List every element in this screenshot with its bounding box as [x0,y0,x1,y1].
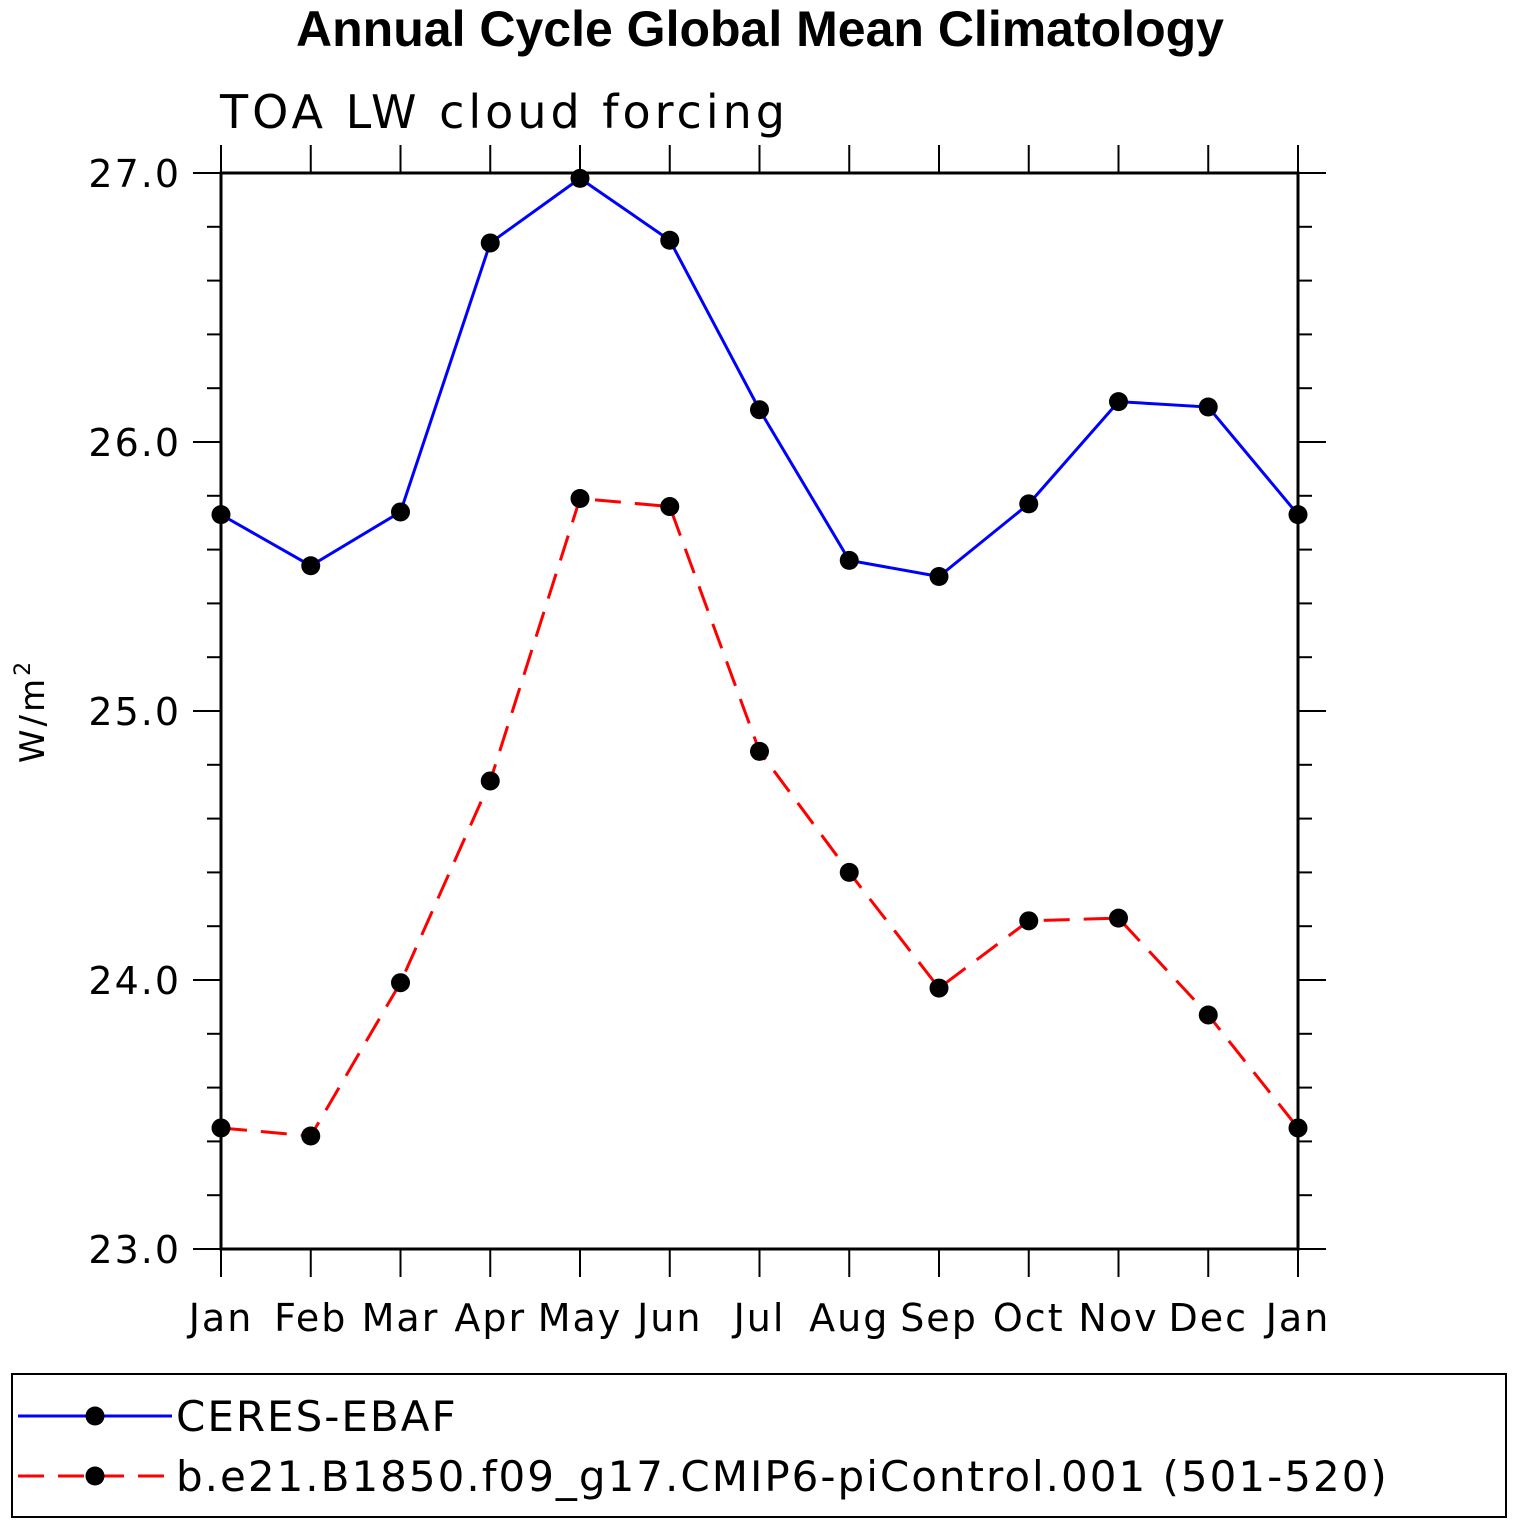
series-2-point [301,1126,321,1146]
legend-marker-2 [85,1466,105,1486]
series-1-point [480,233,500,253]
x-tick-label: Aug [809,1296,889,1340]
legend-label-1: CERES-EBAF [176,1392,458,1441]
series-2-point [660,497,680,517]
series-2-point [839,862,859,882]
series-line-2 [220,496,1300,1138]
chart-subtitle: TOA LW cloud forcing [219,85,789,139]
series-1-point [1109,392,1128,412]
series-2-point [570,488,590,508]
chart-title: Annual Cycle Global Mean Climatology [296,1,1224,57]
x-tick-label: Apr [454,1296,526,1340]
series-2-point [1288,1118,1308,1138]
x-tick-label: Jan [1264,1296,1331,1340]
series-1-point [1198,397,1218,417]
series-1-point [211,505,231,525]
y-tick-label: 27.0 [88,152,181,196]
y-axis-label-superscript: 2 [11,659,36,676]
x-tick-label: Jan [187,1296,254,1340]
y-tick-label: 24.0 [88,959,181,1003]
x-tick-label: Dec [1168,1296,1248,1340]
x-tick-label: Mar [362,1296,440,1340]
series-1-point [1288,505,1308,525]
x-tick-label: Feb [274,1296,347,1340]
series-layer [211,168,1308,1146]
series-2-point [1019,911,1039,931]
series-1-point [929,567,949,586]
series-2-point [391,973,410,993]
series-1-point [839,550,859,570]
x-tick-label: Nov [1078,1296,1158,1340]
series-1-point [1019,494,1039,514]
y-axis-label: W/m2 [11,659,53,763]
series-2-point [1109,908,1128,928]
y-tick-label: 23.0 [88,1228,181,1272]
series-1-point [391,502,410,522]
x-tick-label: Jul [732,1296,786,1340]
legend-marker-1 [85,1406,105,1426]
x-tick-label: May [538,1296,623,1340]
legend-label-2: b.e21.B1850.f09_g17.CMIP6-piControl.001 … [176,1452,1389,1501]
series-1-point [750,400,769,420]
x-tick-label: Jun [635,1296,702,1340]
series-line-1 [220,176,1300,579]
x-tick-label: Oct [993,1296,1065,1340]
series-2-point [211,1118,231,1138]
legend: CERES-EBAF b.e21.B1850.f09_g17.CMIP6-piCo… [18,1392,1389,1501]
series-2-point [750,741,769,761]
series-1-point [301,556,321,576]
x-tick-label: Sep [900,1296,978,1340]
y-axis-label-text: W/m [13,676,53,763]
series-2-point [929,978,949,998]
plot-frame [219,171,1300,1251]
series-1-point [660,230,680,250]
x-ticks: Jan Feb Mar Apr May Jun Jul Aug Sep Oct Nov Dec Jan [187,145,1331,1340]
y-tick-label: 25.0 [88,690,181,734]
y-ticks: 23.0 24.0 25.0 26.0 27.0 [88,152,1326,1272]
y-tick-label: 26.0 [88,421,181,465]
legend-box [11,1373,1507,1518]
series-1-point [570,168,590,188]
series-2-point [1198,1005,1218,1025]
series-2-point [480,771,500,791]
